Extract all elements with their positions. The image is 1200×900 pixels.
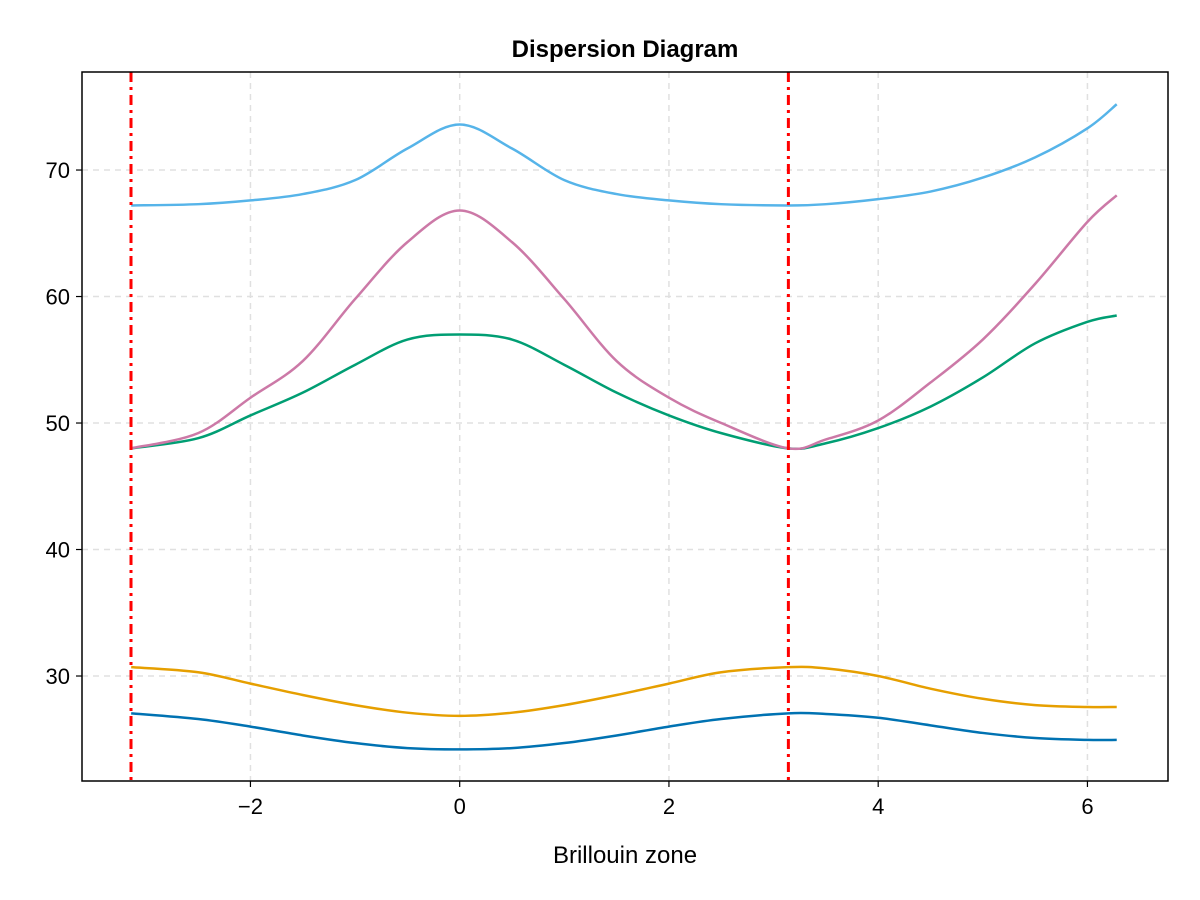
grid xyxy=(82,72,1168,781)
y-tick-label: 60 xyxy=(46,285,70,310)
series-line-3 xyxy=(130,314,1117,450)
series-line-4 xyxy=(130,194,1118,451)
x-tick-label: 4 xyxy=(872,794,884,819)
y-tick-label: 40 xyxy=(46,538,70,563)
series-line-5 xyxy=(131,103,1118,207)
x-tick-label: −2 xyxy=(238,794,263,819)
zone-boundary-lines xyxy=(129,72,790,781)
plot-frame xyxy=(81,71,1169,782)
x-tick-label: 2 xyxy=(663,794,675,819)
x-tick-label: 0 xyxy=(454,794,466,819)
y-axis-ticks: 30 40 50 60 70 xyxy=(46,158,82,689)
y-tick-label: 30 xyxy=(46,664,70,689)
x-axis-ticks: −2 0 2 4 6 xyxy=(238,781,1094,819)
chart-title: Dispersion Diagram xyxy=(512,36,739,63)
x-tick-label: 6 xyxy=(1081,794,1093,819)
series-line-2 xyxy=(131,665,1117,718)
y-tick-label: 70 xyxy=(46,158,70,183)
y-tick-label: 50 xyxy=(46,411,70,436)
series-lines xyxy=(130,103,1118,751)
x-axis-label: Brillouin zone xyxy=(553,842,697,869)
series-line-1 xyxy=(131,711,1117,751)
